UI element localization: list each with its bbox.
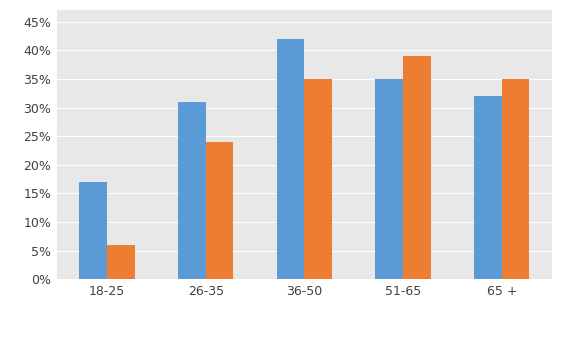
Bar: [304, 79, 332, 279]
Bar: [206, 142, 233, 279]
Bar: [80, 182, 107, 279]
Bar: [403, 56, 431, 279]
Bar: [107, 245, 135, 279]
Bar: [376, 79, 403, 279]
Bar: [178, 102, 206, 279]
Bar: [474, 96, 502, 279]
Bar: [277, 39, 304, 279]
Bar: [502, 79, 529, 279]
